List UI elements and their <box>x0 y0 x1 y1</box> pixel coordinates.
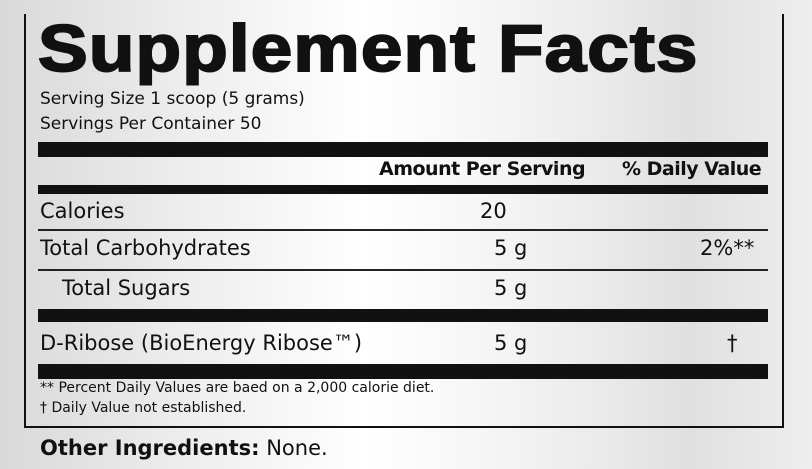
row-carbs-amount: 5 g <box>494 236 528 260</box>
footnote-not-established: † Daily Value not established. <box>40 400 247 416</box>
other-ingredients-label: Other Ingredients: <box>40 436 260 460</box>
row-sugars-amount: 5 g <box>494 276 528 300</box>
row-ribose-name: D-Ribose (BioEnergy Ribose™) <box>40 331 363 355</box>
divider-thick <box>38 142 768 157</box>
other-ingredients-value: None. <box>266 436 328 460</box>
divider-thick <box>38 309 768 322</box>
amount-per-serving-header: Amount Per Serving <box>379 158 586 180</box>
supplement-facts-panel <box>24 14 784 428</box>
row-ribose-amount: 5 g <box>494 331 528 355</box>
row-carbs-name: Total Carbohydrates <box>40 236 251 260</box>
divider-thick <box>38 364 768 379</box>
servings-per-container: Servings Per Container 50 <box>40 114 262 134</box>
row-sugars-name: Total Sugars <box>62 276 191 300</box>
row-calories-amount: 20 <box>480 199 507 223</box>
divider-medium <box>38 185 768 194</box>
daily-value-header: % Daily Value <box>622 158 762 180</box>
other-ingredients: Other Ingredients: None. <box>40 436 328 460</box>
row-ribose-dv: † <box>727 331 738 355</box>
divider <box>38 229 768 231</box>
divider <box>38 269 768 271</box>
serving-size: Serving Size 1 scoop (5 grams) <box>40 89 305 109</box>
row-calories-name: Calories <box>40 199 125 223</box>
panel-title: Supplement Facts <box>37 10 699 86</box>
row-carbs-dv: 2%** <box>700 236 755 260</box>
footnote-daily-values: ** Percent Daily Values are baed on a 2,… <box>40 380 435 396</box>
